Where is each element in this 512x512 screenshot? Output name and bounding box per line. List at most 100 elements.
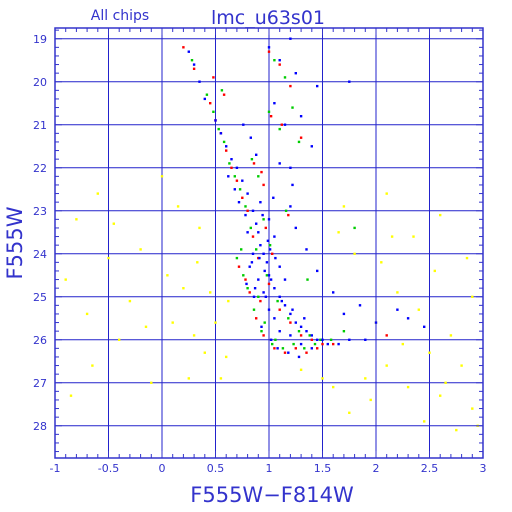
y-tick-label: 19 — [33, 33, 47, 46]
data-point — [289, 205, 292, 208]
data-point — [260, 170, 263, 174]
data-point — [306, 278, 309, 281]
data-point — [192, 63, 196, 66]
data-points — [64, 37, 479, 432]
data-point — [291, 106, 294, 109]
data-point — [209, 291, 212, 294]
data-point — [144, 325, 148, 328]
data-point — [283, 278, 287, 281]
data-point — [337, 231, 340, 234]
data-point — [246, 209, 249, 212]
data-point — [225, 145, 228, 148]
data-point — [251, 235, 255, 238]
data-point — [271, 342, 274, 346]
data-point — [294, 72, 297, 75]
data-point — [329, 338, 333, 341]
data-point — [396, 291, 399, 294]
y-tick-label: 26 — [33, 334, 47, 347]
x-tick-label: 0.5 — [207, 462, 225, 475]
data-point — [316, 338, 319, 341]
axis-ticks: -1 -0.5 0 0.5 1 1.5 2 2.5 3 19 20 21 22 23 24 25 26 27 28 — [33, 28, 487, 475]
data-point — [242, 123, 245, 126]
data-point — [258, 256, 261, 260]
data-point — [316, 269, 319, 273]
x-tick-label: 0 — [159, 462, 166, 475]
data-point — [248, 265, 251, 268]
data-point — [190, 59, 194, 62]
data-point — [233, 188, 236, 191]
data-point — [196, 261, 199, 264]
data-point — [272, 196, 275, 199]
data-point — [289, 321, 292, 324]
x-tick-label: 3 — [480, 462, 487, 475]
data-point — [85, 312, 89, 316]
data-point — [269, 278, 273, 281]
x-tick-label: 2.5 — [421, 462, 439, 475]
x-tick-label: 1 — [266, 462, 273, 475]
data-point — [240, 248, 243, 251]
data-point — [280, 299, 283, 303]
data-point — [267, 274, 271, 277]
data-point — [244, 213, 247, 217]
data-point — [242, 274, 245, 277]
data-point — [273, 235, 276, 238]
data-point — [182, 46, 185, 49]
data-point — [313, 342, 317, 346]
data-point — [263, 321, 266, 324]
data-point — [255, 153, 258, 156]
data-point — [287, 317, 290, 320]
data-point — [260, 325, 263, 328]
data-point — [278, 295, 281, 298]
data-point — [358, 304, 362, 307]
data-point — [283, 76, 287, 79]
data-point — [230, 158, 233, 161]
data-point — [444, 381, 447, 384]
data-point — [187, 50, 190, 53]
data-point — [291, 308, 294, 311]
y-tick-label: 23 — [33, 205, 47, 218]
data-point — [308, 334, 311, 337]
data-point — [305, 330, 308, 333]
data-point — [118, 338, 121, 341]
data-point — [235, 256, 239, 260]
data-point — [326, 342, 329, 346]
data-point — [244, 278, 247, 281]
data-point — [271, 252, 274, 255]
data-point — [264, 226, 267, 230]
data-point — [150, 381, 153, 384]
data-point — [160, 175, 164, 178]
data-point — [259, 299, 262, 303]
data-point — [268, 248, 272, 251]
data-point — [281, 347, 285, 350]
data-point — [237, 201, 241, 204]
data-point — [316, 84, 319, 88]
data-point — [209, 102, 212, 105]
data-point — [273, 317, 276, 320]
y-tick-label: 25 — [33, 291, 47, 304]
data-point — [276, 299, 279, 303]
data-point — [249, 226, 252, 230]
y-tick-label: 24 — [33, 248, 47, 261]
data-point — [250, 158, 254, 161]
x-axis-title: F555W−F814W — [190, 483, 354, 507]
data-point — [299, 115, 303, 118]
data-point — [230, 166, 233, 169]
data-point — [291, 183, 294, 187]
x-tick-label: -1 — [50, 462, 61, 475]
data-point — [289, 166, 292, 169]
data-point — [310, 334, 313, 337]
data-point — [227, 299, 230, 303]
data-point — [299, 342, 303, 346]
data-point — [214, 119, 217, 122]
data-point — [96, 192, 99, 195]
data-point — [348, 411, 351, 414]
data-point — [297, 330, 301, 333]
data-point — [245, 282, 248, 286]
data-point — [289, 312, 292, 316]
data-point — [264, 295, 267, 298]
data-point — [455, 428, 458, 432]
data-point — [267, 308, 271, 311]
data-point — [69, 394, 73, 397]
data-point — [278, 63, 281, 66]
data-point — [267, 110, 271, 113]
